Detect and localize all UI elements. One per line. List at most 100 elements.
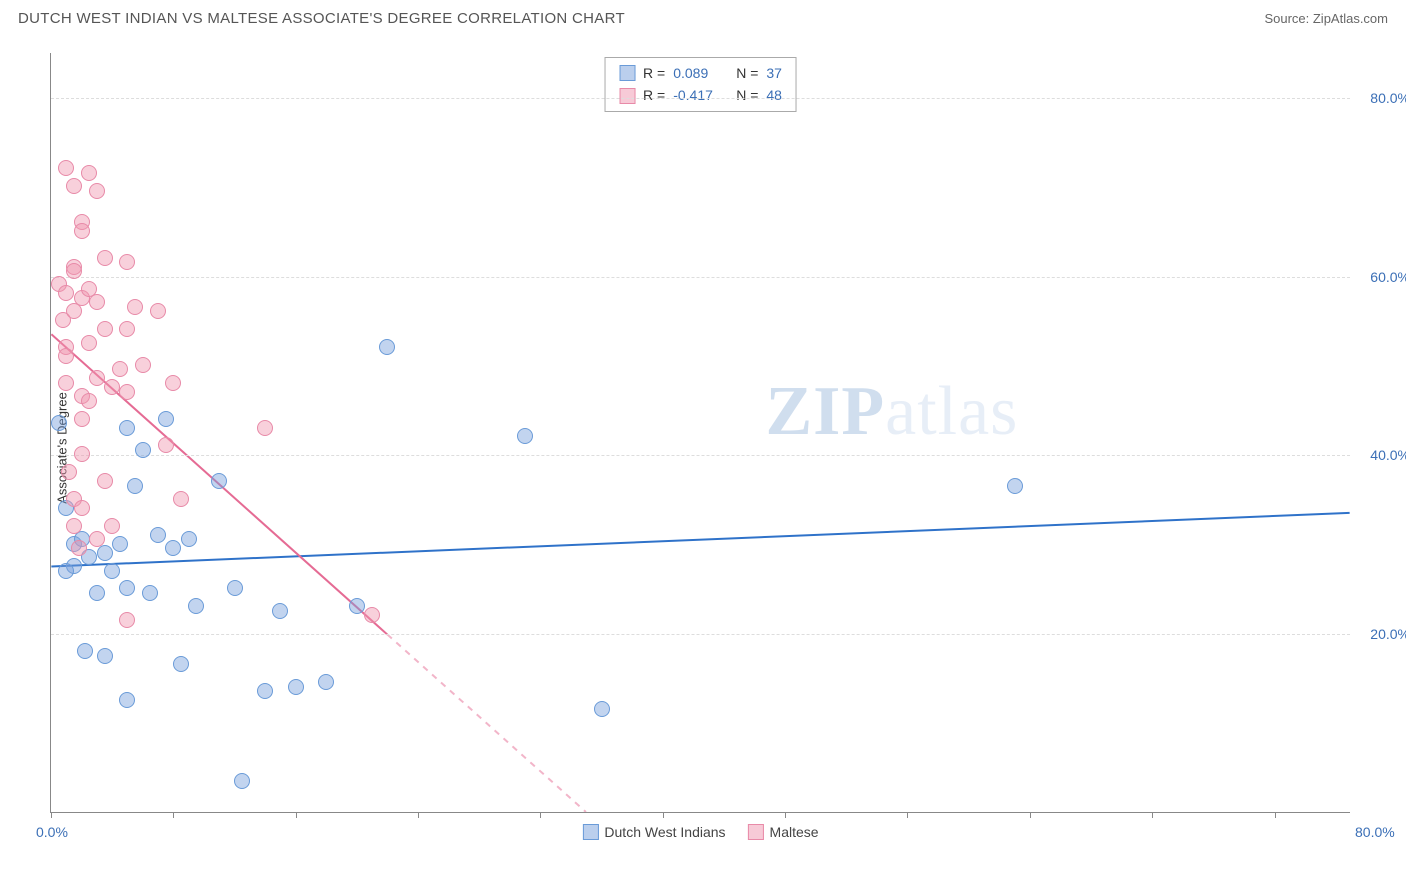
scatter-point (104, 563, 120, 579)
scatter-point (364, 607, 380, 623)
scatter-point (112, 361, 128, 377)
scatter-point (119, 254, 135, 270)
scatter-point (150, 303, 166, 319)
x-tick (296, 812, 297, 818)
scatter-point (81, 335, 97, 351)
scatter-point (119, 420, 135, 436)
scatter-point (71, 540, 87, 556)
x-tick (1030, 812, 1031, 818)
scatter-point (1007, 478, 1023, 494)
swatch-blue (619, 65, 635, 81)
scatter-point (165, 375, 181, 391)
x-tick (1152, 812, 1153, 818)
legend-row-pink: R = -0.417 N = 48 (619, 84, 782, 106)
scatter-point (517, 428, 533, 444)
scatter-point (379, 339, 395, 355)
scatter-point (104, 379, 120, 395)
x-tick (418, 812, 419, 818)
correlation-legend: R = 0.089 N = 37 R = -0.417 N = 48 (604, 57, 797, 112)
scatter-point (66, 518, 82, 534)
source-link[interactable]: ZipAtlas.com (1313, 11, 1388, 26)
scatter-point (135, 442, 151, 458)
x-axis-max-label: 80.0% (1355, 824, 1406, 840)
chart-header: DUTCH WEST INDIAN VS MALTESE ASSOCIATE'S… (0, 0, 1406, 33)
x-tick (785, 812, 786, 818)
scatter-point (173, 656, 189, 672)
scatter-point (77, 643, 93, 659)
trend-lines-layer (51, 53, 1350, 812)
scatter-point (89, 294, 105, 310)
y-tick-label: 20.0% (1355, 626, 1406, 642)
scatter-point (234, 773, 250, 789)
scatter-point (112, 536, 128, 552)
scatter-point (61, 464, 77, 480)
scatter-point (74, 411, 90, 427)
scatter-point (257, 683, 273, 699)
scatter-point (127, 299, 143, 315)
gridline-h (51, 277, 1350, 278)
scatter-point (119, 692, 135, 708)
scatter-point (66, 263, 82, 279)
x-tick (173, 812, 174, 818)
scatter-point (74, 223, 90, 239)
scatter-point (181, 531, 197, 547)
chart-title: DUTCH WEST INDIAN VS MALTESE ASSOCIATE'S… (18, 10, 625, 27)
scatter-point (89, 370, 105, 386)
series-legend: Dutch West Indians Maltese (582, 824, 818, 840)
watermark: ZIPatlas (765, 372, 1018, 452)
scatter-point (58, 375, 74, 391)
scatter-point (97, 321, 113, 337)
scatter-point (349, 598, 365, 614)
chart-container: Associate's Degree ZIPatlas R = 0.089 N … (0, 33, 1406, 863)
source-attribution: Source: ZipAtlas.com (1264, 11, 1388, 26)
scatter-point (119, 580, 135, 596)
plot-area: ZIPatlas R = 0.089 N = 37 R = -0.417 N =… (50, 53, 1350, 813)
scatter-point (74, 446, 90, 462)
legend-item-pink: Maltese (748, 824, 819, 840)
scatter-point (74, 500, 90, 516)
scatter-point (58, 160, 74, 176)
scatter-point (594, 701, 610, 717)
legend-item-blue: Dutch West Indians (582, 824, 725, 840)
scatter-point (165, 540, 181, 556)
scatter-point (66, 178, 82, 194)
scatter-point (127, 478, 143, 494)
scatter-point (97, 250, 113, 266)
scatter-point (288, 679, 304, 695)
scatter-point (227, 580, 243, 596)
scatter-point (89, 183, 105, 199)
y-tick-label: 80.0% (1355, 90, 1406, 106)
scatter-point (97, 648, 113, 664)
scatter-point (158, 411, 174, 427)
y-tick-label: 40.0% (1355, 447, 1406, 463)
scatter-point (89, 585, 105, 601)
scatter-point (58, 285, 74, 301)
scatter-point (51, 415, 67, 431)
swatch-blue (582, 824, 598, 840)
gridline-h (51, 455, 1350, 456)
gridline-h (51, 634, 1350, 635)
scatter-point (58, 348, 74, 364)
scatter-point (81, 393, 97, 409)
scatter-point (97, 473, 113, 489)
scatter-point (97, 545, 113, 561)
scatter-point (211, 473, 227, 489)
scatter-point (89, 531, 105, 547)
scatter-point (188, 598, 204, 614)
scatter-point (104, 518, 120, 534)
y-tick-label: 60.0% (1355, 269, 1406, 285)
trend-line-extrapolated (387, 635, 586, 812)
scatter-point (135, 357, 151, 373)
scatter-point (119, 321, 135, 337)
scatter-point (58, 563, 74, 579)
scatter-point (318, 674, 334, 690)
gridline-h (51, 98, 1350, 99)
x-tick (540, 812, 541, 818)
legend-row-blue: R = 0.089 N = 37 (619, 62, 782, 84)
x-axis-min-label: 0.0% (36, 824, 68, 840)
scatter-point (81, 165, 97, 181)
scatter-point (142, 585, 158, 601)
x-tick (51, 812, 52, 818)
scatter-point (119, 384, 135, 400)
x-tick (1275, 812, 1276, 818)
